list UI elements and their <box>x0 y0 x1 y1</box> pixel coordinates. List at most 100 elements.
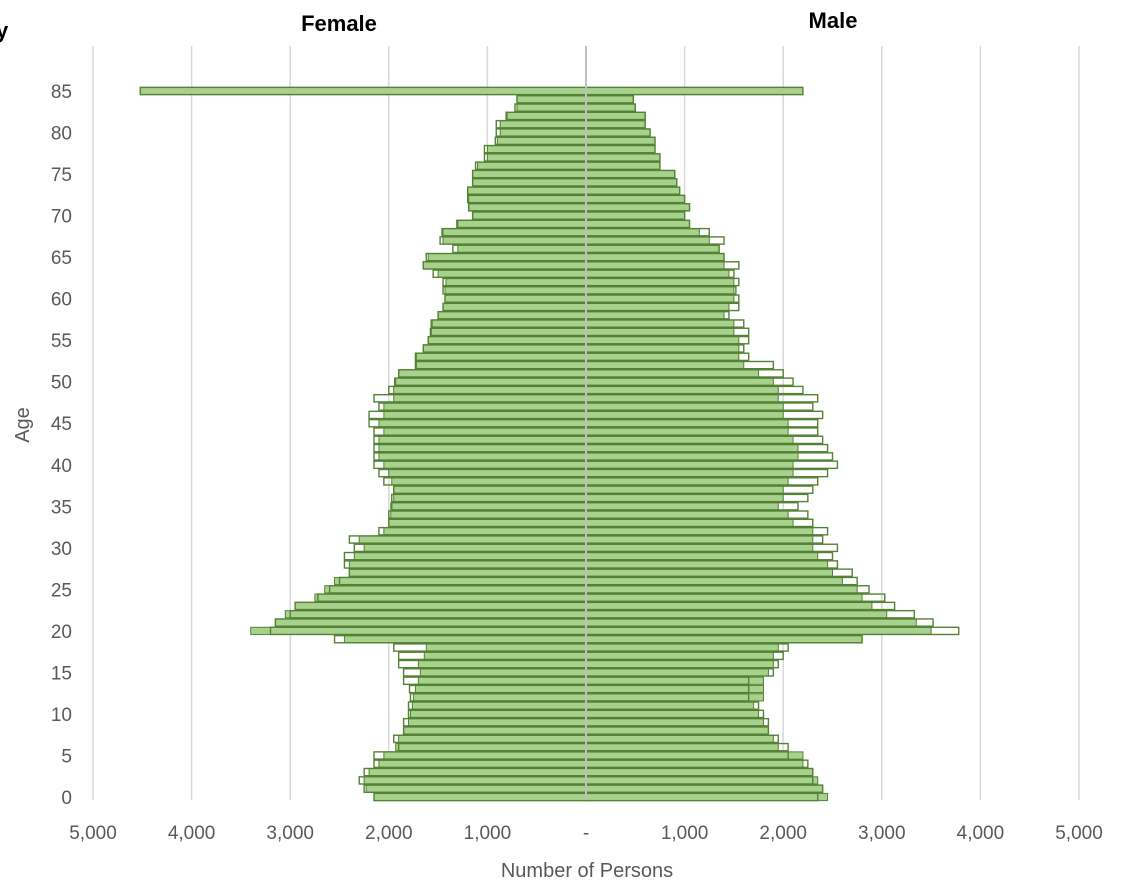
male-bar <box>585 286 735 295</box>
female-bar <box>408 718 587 727</box>
male-bar <box>585 435 794 444</box>
y-tick-label: 60 <box>51 290 72 311</box>
male-bar <box>585 543 814 552</box>
female-bar <box>383 460 587 469</box>
x-axis-title: Number of Persons <box>501 860 673 882</box>
y-tick-label: 65 <box>51 248 72 269</box>
female-bar <box>442 228 587 237</box>
male-bar <box>585 734 774 743</box>
female-bar <box>499 128 587 137</box>
x-tick-label: 1,000 <box>464 823 512 844</box>
female-bar <box>477 161 587 170</box>
male-bar <box>585 369 760 378</box>
x-axis-tick-labels: 5,000 4,000 3,000 2,000 1,000 - 1,000 2,000 3,00… <box>69 823 1103 844</box>
male-bar <box>585 311 725 320</box>
female-bar <box>378 435 587 444</box>
male-bar <box>585 560 829 569</box>
female-bar <box>324 585 587 594</box>
female-bar <box>422 344 587 353</box>
female-bar <box>472 178 587 187</box>
male-bar <box>585 169 676 179</box>
y-tick-label: 15 <box>51 663 72 684</box>
male-bar <box>585 402 784 411</box>
male-bar <box>585 294 735 303</box>
male-bar <box>585 360 745 370</box>
female-bar <box>499 120 587 129</box>
y-tick-label: 75 <box>51 165 72 186</box>
female-bar <box>468 194 587 204</box>
female-bar <box>442 302 587 312</box>
male-bar <box>585 585 858 594</box>
female-bar <box>472 169 587 179</box>
y-tick-label: 30 <box>51 539 72 560</box>
male-bar <box>585 120 646 129</box>
male-bar <box>585 709 760 719</box>
female-bar <box>398 734 587 743</box>
female-bar <box>516 103 587 112</box>
male-bar <box>585 693 764 702</box>
female-bar <box>348 568 587 577</box>
y-tick-label: 25 <box>51 580 72 601</box>
male-bar <box>585 128 651 137</box>
female-bar <box>417 660 587 669</box>
female-bar <box>383 402 587 411</box>
female-bar <box>373 792 587 802</box>
male-bar <box>585 601 873 611</box>
female-bar <box>284 610 587 619</box>
female-bar <box>378 452 587 461</box>
y-tick-label: 5 <box>61 746 72 767</box>
male-bar <box>585 477 789 486</box>
x-tick-label: 2,000 <box>759 823 807 844</box>
male-bar <box>585 767 814 777</box>
male-bar <box>585 610 888 619</box>
female-bar <box>423 651 587 660</box>
male-bar <box>585 194 686 204</box>
female-bar <box>417 676 587 685</box>
female-bar <box>467 186 587 195</box>
male-bar <box>585 743 779 752</box>
female-bar <box>395 743 587 752</box>
male-bar <box>585 718 764 727</box>
y-tick-label: 35 <box>51 497 72 518</box>
female-bar <box>250 626 587 635</box>
y-axis-tick-labels: 0 5 10 15 20 25 30 35 40 45 50 55 60 65 70 75 80 85 <box>51 82 72 809</box>
x-tick-label: 5,000 <box>69 823 117 844</box>
male-bar <box>585 178 678 187</box>
male-bar <box>585 394 779 403</box>
male-bar <box>585 776 819 785</box>
female-bar <box>314 593 587 602</box>
female-bar <box>431 319 587 328</box>
male-bar <box>585 244 720 253</box>
male-bar <box>585 203 691 212</box>
female-bar <box>403 726 587 735</box>
male-bar <box>585 277 735 287</box>
male-bar <box>585 228 700 237</box>
y-tick-label: 0 <box>61 788 72 809</box>
male-bar <box>585 552 819 561</box>
female-bar <box>457 219 587 228</box>
female-bar <box>437 269 587 278</box>
male-bar <box>585 145 656 154</box>
male-bar <box>585 626 932 635</box>
female-bar <box>378 419 587 428</box>
female-bar <box>414 684 587 694</box>
female-bar <box>378 759 587 768</box>
male-bar <box>585 269 730 278</box>
female-bar <box>393 385 587 395</box>
female-bar <box>388 468 587 478</box>
female-bar <box>472 211 587 220</box>
male-bar <box>585 352 740 361</box>
y-tick-label: 10 <box>51 705 72 726</box>
male-bar <box>585 460 794 469</box>
male-bar <box>585 784 824 793</box>
male-bar <box>585 385 779 395</box>
male-bar <box>585 103 636 112</box>
female-bar <box>383 410 587 420</box>
female-bar <box>393 493 587 503</box>
male-bar <box>585 576 843 586</box>
female-bar <box>353 552 587 561</box>
male-bar <box>585 518 794 528</box>
female-bar <box>496 136 587 145</box>
male-bar <box>585 319 735 328</box>
